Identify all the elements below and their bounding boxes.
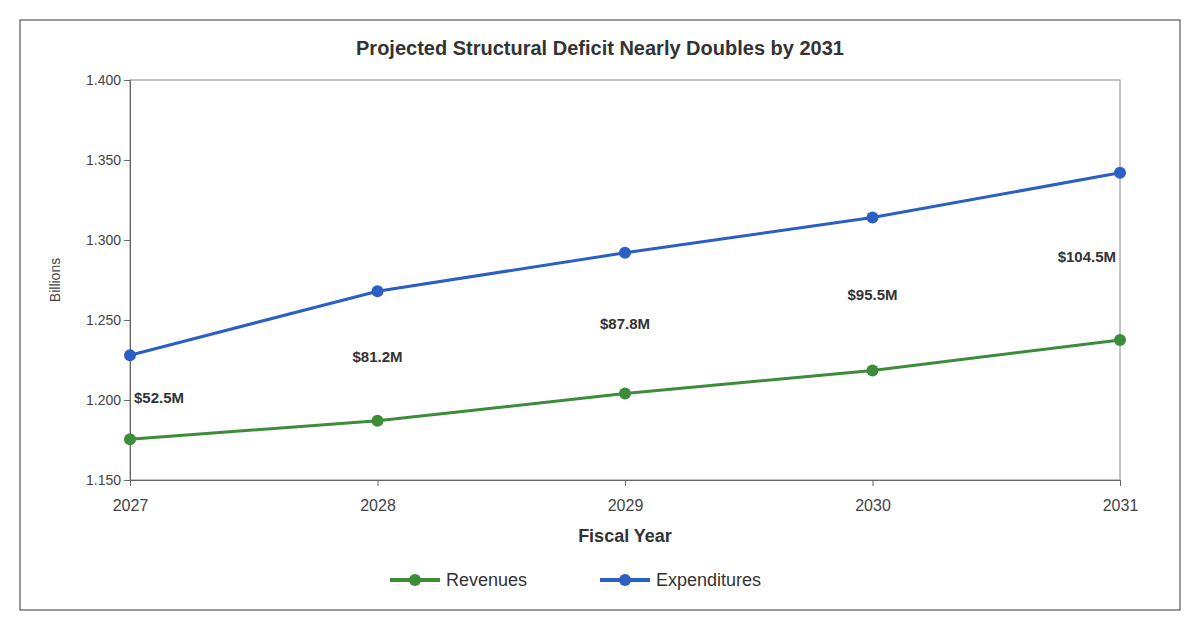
series-marker bbox=[372, 415, 384, 427]
y-tick-label: 1.400 bbox=[86, 72, 121, 88]
y-tick-mark bbox=[124, 400, 130, 401]
series-marker bbox=[867, 364, 879, 376]
y-tick-label: 1.200 bbox=[86, 392, 121, 408]
x-tick: 2029 bbox=[608, 480, 644, 514]
x-tick: 2030 bbox=[855, 480, 891, 514]
marks bbox=[124, 167, 1126, 445]
x-tick-label: 2027 bbox=[113, 497, 149, 514]
annotation: $87.8M bbox=[600, 315, 650, 332]
y-tick-mark bbox=[124, 80, 130, 81]
y-axis-title: Billions bbox=[47, 258, 63, 302]
frame bbox=[20, 20, 1180, 610]
series-marker bbox=[619, 247, 631, 259]
annotation: $52.5M bbox=[134, 389, 184, 406]
y-tick-label: 1.150 bbox=[86, 472, 121, 488]
series-marker bbox=[867, 212, 879, 224]
x-tick-mark bbox=[1120, 480, 1121, 486]
y-tick: 1.300 bbox=[86, 232, 130, 248]
title: Projected Structural Deficit Nearly Doub… bbox=[356, 37, 844, 59]
series-line bbox=[130, 173, 1120, 355]
y-axis: 1.150 1.200 1.250 1.300 1.350 1.400 bbox=[86, 72, 131, 488]
x-tick: 2027 bbox=[113, 480, 149, 514]
legend-item: Expenditures bbox=[600, 570, 761, 590]
series-marker bbox=[1114, 167, 1126, 179]
annotation: $81.2M bbox=[352, 348, 402, 365]
chart: Projected Structural Deficit Nearly Doub… bbox=[0, 0, 1200, 630]
legend-item: Revenues bbox=[390, 570, 527, 590]
legend-marker bbox=[409, 574, 421, 586]
series-line bbox=[130, 340, 1120, 439]
y-tick-mark bbox=[124, 320, 130, 321]
x-tick-mark bbox=[873, 480, 874, 486]
legend-label: Revenues bbox=[446, 570, 527, 590]
legend-label: Expenditures bbox=[656, 570, 761, 590]
legend-marker bbox=[619, 574, 631, 586]
x-axis-title: Fiscal Year bbox=[578, 526, 672, 546]
y-axis-line bbox=[124, 81, 131, 481]
series-marker bbox=[124, 433, 136, 445]
y-tick-label: 1.350 bbox=[86, 152, 121, 168]
annotation: $104.5M bbox=[1058, 248, 1116, 265]
x-tick-label: 2031 bbox=[1103, 497, 1139, 514]
annotation: $95.5M bbox=[847, 286, 897, 303]
plot-frame bbox=[130, 80, 1120, 480]
y-tick-mark bbox=[124, 240, 130, 241]
x-tick-mark bbox=[378, 480, 379, 486]
y-tick: 1.150 bbox=[86, 472, 130, 488]
y-tick: 1.200 bbox=[86, 392, 130, 408]
y-tick: 1.400 bbox=[86, 72, 130, 88]
x-tick: 2031 bbox=[1103, 480, 1139, 514]
x-tick-label: 2028 bbox=[360, 497, 396, 514]
x-tick-label: 2030 bbox=[855, 497, 891, 514]
y-tick-mark bbox=[124, 480, 130, 481]
y-tick-label: 1.250 bbox=[86, 312, 121, 328]
x-axis: 2027 2028 2029 2030 2031 bbox=[113, 480, 1139, 514]
x-tick-mark bbox=[625, 480, 626, 486]
x-tick: 2028 bbox=[360, 480, 396, 514]
y-tick: 1.350 bbox=[86, 152, 130, 168]
legend: Revenues Expenditures bbox=[390, 570, 761, 590]
x-axis-line bbox=[131, 481, 1121, 487]
series-marker bbox=[1114, 334, 1126, 346]
series-marker bbox=[124, 349, 136, 361]
series-marker bbox=[372, 285, 384, 297]
y-tick: 1.250 bbox=[86, 312, 130, 328]
x-tick-mark bbox=[130, 480, 131, 486]
plot: 1.1501.2001.2501.3001.3501.4002027202820… bbox=[86, 72, 1138, 514]
x-tick-label: 2029 bbox=[608, 497, 644, 514]
series-marker bbox=[619, 388, 631, 400]
y-tick-label: 1.300 bbox=[86, 232, 121, 248]
y-tick-mark bbox=[124, 160, 130, 161]
